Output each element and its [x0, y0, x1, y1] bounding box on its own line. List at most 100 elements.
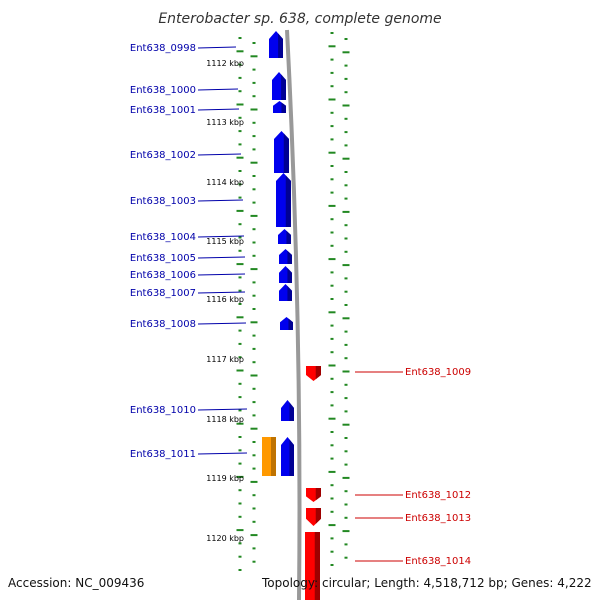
kbp-label: 1117 kbp — [206, 355, 244, 364]
scale-tick — [236, 316, 244, 319]
scale-tick — [252, 347, 256, 350]
scale-tick — [238, 63, 242, 66]
forward-gene-label: Ent638_1006 — [130, 270, 196, 281]
scale-tick — [252, 68, 256, 71]
scale-tick — [250, 374, 258, 377]
tick-marks — [236, 32, 350, 571]
scale-tick — [344, 450, 348, 453]
scale-tick — [252, 201, 256, 204]
scale-tick — [238, 342, 242, 345]
forward-gene-arrow — [276, 173, 291, 227]
scale-tick — [252, 188, 256, 191]
scale-tick — [236, 369, 244, 372]
scale-tick — [250, 55, 258, 58]
scale-tick — [238, 489, 242, 492]
scale-tick — [344, 357, 348, 360]
scale-tick — [252, 148, 256, 151]
forward-gene-label: Ent638_1011 — [130, 449, 196, 460]
scale-tick — [342, 157, 350, 160]
scale-tick — [250, 427, 258, 430]
scale-tick — [330, 138, 334, 141]
scale-tick — [238, 569, 242, 571]
scale-tick — [330, 165, 334, 167]
leader-line — [197, 291, 246, 294]
scale-tick — [252, 547, 256, 550]
scale-tick — [342, 423, 350, 426]
scale-tick — [328, 98, 336, 101]
scale-tick — [238, 196, 242, 199]
scale-tick — [236, 475, 244, 478]
scale-tick — [236, 103, 244, 106]
scale-tick — [252, 228, 256, 231]
scale-tick — [236, 156, 244, 159]
scale-tick — [252, 95, 256, 98]
scale-tick — [252, 42, 256, 44]
scale-tick — [344, 343, 348, 346]
scale-tick — [344, 463, 348, 466]
scale-tick — [250, 321, 258, 324]
scale-tick — [330, 457, 334, 460]
scale-tick — [328, 151, 336, 154]
scale-tick — [236, 263, 244, 266]
forward-gene-label: Ent638_1005 — [130, 253, 196, 264]
leader-line — [197, 235, 245, 238]
scale-tick — [252, 241, 256, 244]
scale-tick — [342, 530, 350, 533]
scale-tick — [250, 534, 258, 537]
scale-tick — [252, 520, 256, 523]
scale-tick — [330, 337, 334, 340]
scale-tick — [342, 264, 350, 267]
scale-tick — [344, 383, 348, 386]
scale-tick — [344, 197, 348, 200]
scale-tick — [238, 76, 242, 79]
forward-gene-label: Ent638_1001 — [130, 105, 196, 116]
scale-tick — [238, 236, 242, 239]
scale-tick — [238, 116, 242, 119]
scale-tick — [328, 524, 336, 527]
scale-tick — [330, 298, 334, 300]
reverse-gene-arrow — [305, 532, 320, 600]
reverse-gene-arrow — [306, 508, 321, 526]
scale-tick — [238, 329, 242, 332]
scale-tick — [238, 356, 242, 359]
gene-labels: Ent638_0998 Ent638_1000 Ent638_1001 Ent638_… — [130, 43, 471, 567]
leader-line — [197, 108, 240, 111]
scale-tick — [330, 284, 334, 287]
scale-tick — [238, 462, 242, 465]
kbp-labels: 1112 kbp 1113 kbp 1114 kbp 1115 kbp 1116 kbp… — [206, 59, 244, 543]
scale-tick — [342, 104, 350, 107]
scale-tick — [252, 441, 256, 443]
forward-gene-label: Ent638_1003 — [130, 196, 196, 207]
scale-tick — [328, 417, 336, 420]
scale-tick — [344, 91, 348, 94]
scale-tick — [238, 515, 242, 518]
scale-tick — [330, 431, 334, 433]
leader-line — [197, 153, 242, 156]
leader-line — [197, 256, 246, 259]
scale-tick — [330, 404, 334, 407]
forward-gene-arrow — [280, 317, 293, 330]
scale-tick — [238, 449, 242, 452]
forward-gene-label: Ent638_1004 — [130, 232, 196, 243]
kbp-label: 1116 kbp — [206, 295, 244, 304]
scale-tick — [252, 294, 256, 297]
kbp-label: 1119 kbp — [206, 474, 244, 483]
scale-tick — [344, 543, 348, 546]
scale-tick — [328, 364, 336, 367]
scale-tick — [344, 171, 348, 173]
scale-tick — [328, 204, 336, 207]
leader-line — [197, 408, 248, 411]
scale-tick — [330, 244, 334, 247]
reverse-gene-label: Ent638_1014 — [405, 556, 471, 567]
scale-tick — [330, 537, 334, 540]
scale-tick — [252, 414, 256, 417]
reverse-gene-arrow — [306, 366, 321, 381]
scale-tick — [238, 90, 242, 93]
forward-gene-arrow — [279, 284, 292, 301]
scale-tick — [328, 45, 336, 48]
scale-tick — [330, 85, 334, 88]
forward-gene-label: Ent638_0998 — [130, 43, 196, 54]
forward-gene-label: Ent638_1000 — [130, 85, 196, 96]
forward-gene-arrow — [279, 249, 292, 264]
kbp-label: 1112 kbp — [206, 59, 244, 68]
